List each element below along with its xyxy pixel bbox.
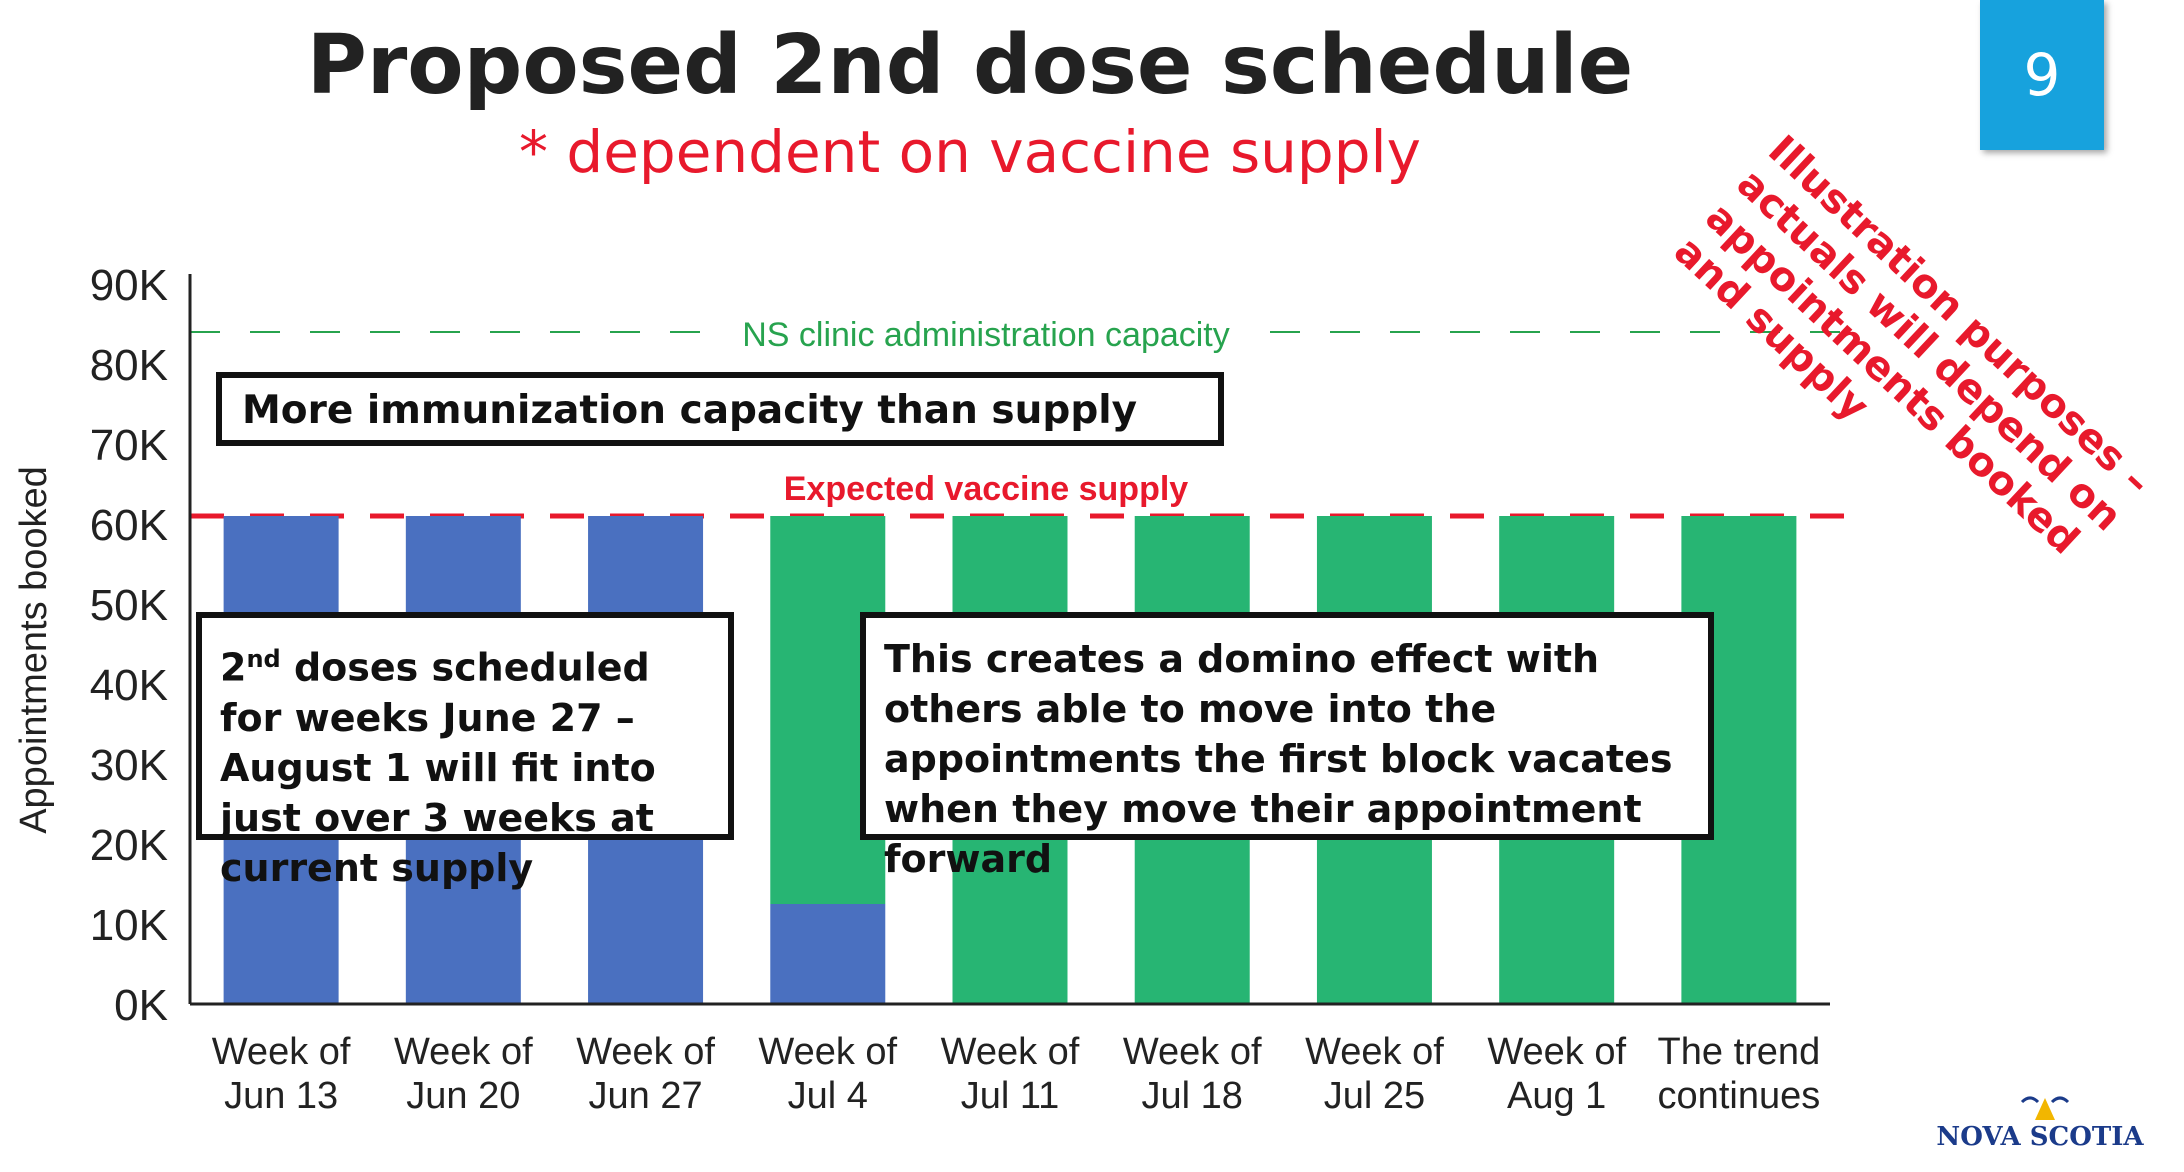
capacity-label: NS clinic administration capacity [742, 316, 1230, 354]
y-tick-label: 30K [90, 741, 168, 790]
x-category-label: Week of [1123, 1031, 1262, 1073]
x-category-label: Jul 25 [1324, 1075, 1425, 1117]
x-category-label: Week of [576, 1031, 715, 1073]
x-category-label: continues [1658, 1075, 1821, 1117]
x-category-label: Jul 11 [961, 1075, 1060, 1117]
slide-subtitle: * dependent on vaccine supply [518, 118, 1421, 186]
x-category-label: Week of [212, 1031, 351, 1073]
y-tick-label: 20K [90, 821, 168, 870]
bar-blue-3 [770, 904, 886, 1004]
y-tick-label: 90K [90, 261, 168, 310]
axes [188, 274, 1830, 1006]
logo-text: NOVA SCOTIA [1936, 1122, 2144, 1152]
y-tick-labels: 0K 10K 20K 30K 40K 50K 60K 70K 80K 90K [90, 261, 168, 1030]
y-tick-label: 70K [90, 421, 168, 470]
x-category-label: Jun 27 [589, 1075, 703, 1117]
x-category-label: Week of [941, 1031, 1080, 1073]
fit-note-rest: weeks June 27 – August 1 will fit into j… [220, 695, 656, 890]
y-axis-label: Appointments booked [13, 466, 55, 834]
x-category-label: Aug 1 [1507, 1075, 1606, 1117]
x-category-label: The trend [1658, 1031, 1821, 1073]
x-category-label: Week of [758, 1031, 897, 1073]
domino-note-text: This creates a domino effect with others… [884, 637, 1673, 881]
y-tick-label: 60K [90, 501, 168, 550]
capacity-note-text: More immunization capacity than supply [242, 388, 1138, 433]
page-number-badge: 9 [1980, 0, 2104, 150]
y-tick-label: 80K [90, 341, 168, 390]
reference-lines: NS clinic administration capacity Expecte… [190, 308, 1870, 519]
domino-note-box: This creates a domino effect with others… [860, 612, 1714, 881]
x-category-label: Week of [394, 1031, 533, 1073]
fit-note-superscript: nd [246, 645, 281, 673]
x-category-label: Week of [1487, 1031, 1626, 1073]
nova-scotia-logo: NOVA SCOTIA [1930, 1096, 2150, 1160]
fit-note-box: 2nd doses scheduled for weeks June 27 – … [196, 612, 734, 890]
fit-note-line1: doses scheduled for [220, 645, 650, 740]
x-category-label: Jun 13 [224, 1075, 338, 1117]
flag-icon [2020, 1096, 2070, 1120]
fit-note-prefix: 2 [220, 645, 247, 690]
x-category-label: Jun 20 [406, 1075, 520, 1117]
capacity-label-bg [706, 308, 1266, 356]
capacity-note-box: More immunization capacity than supply [216, 372, 1224, 446]
y-tick-label: 40K [90, 661, 168, 710]
x-category-label: Week of [1305, 1031, 1444, 1073]
slide-title: Proposed 2nd dose schedule [306, 18, 1634, 113]
x-category-label: Jul 4 [788, 1075, 868, 1117]
y-tick-label: 0K [114, 981, 168, 1030]
expected-supply-label: Expected vaccine supply [784, 470, 1188, 508]
x-category-label: Jul 18 [1142, 1075, 1243, 1117]
y-tick-label: 10K [90, 901, 168, 950]
y-tick-label: 50K [90, 581, 168, 630]
